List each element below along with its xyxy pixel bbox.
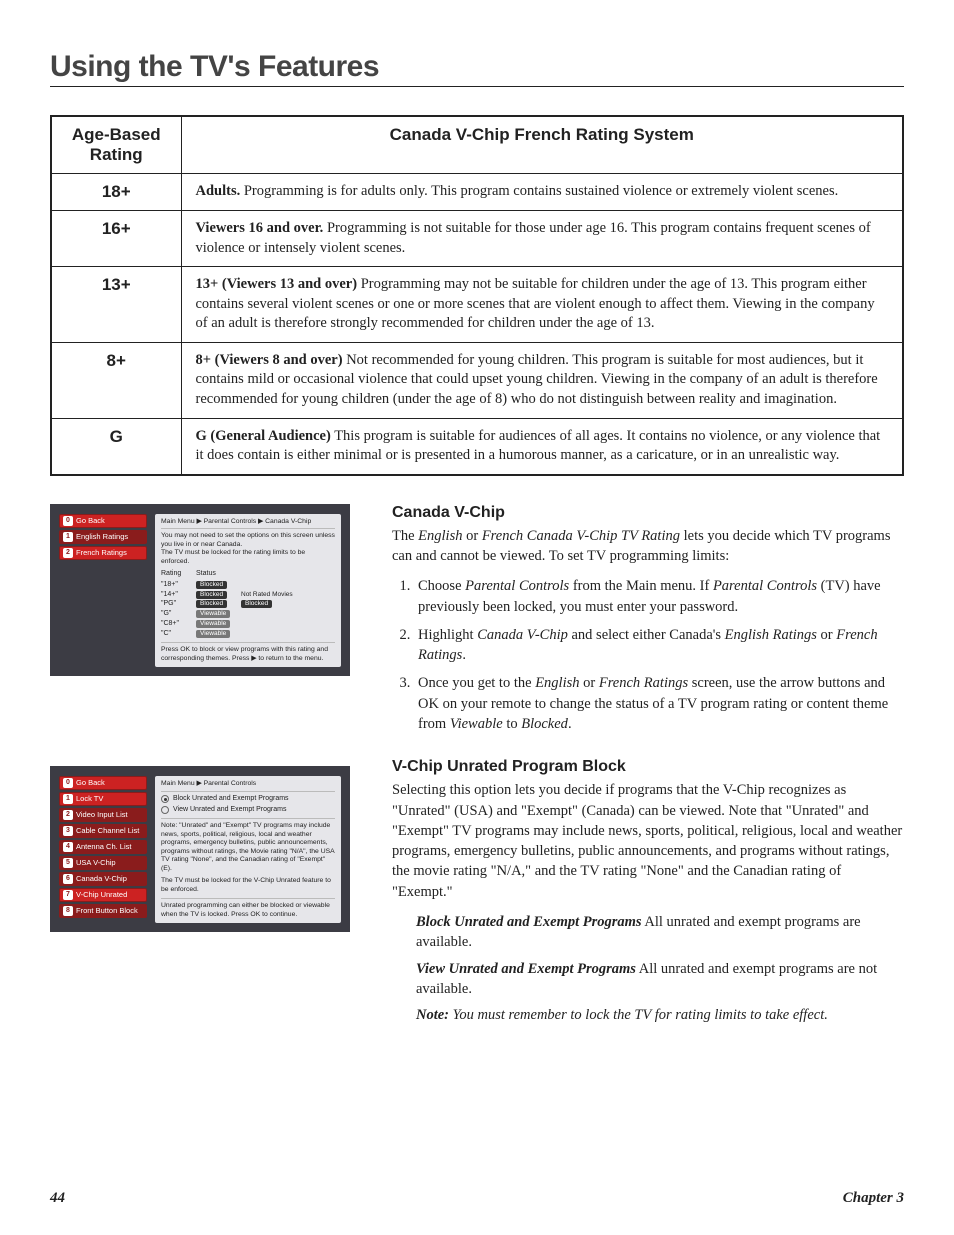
menu-screenshot-canada-vchip: 0Go Back 1English Ratings 2French Rating… [50, 504, 350, 677]
menu-canada-vchip: 6Canada V-Chip [59, 872, 147, 886]
body-paragraph: The English or French Canada V-Chip TV R… [392, 526, 904, 567]
desc-cell: Viewers 16 and over. Programming is not … [181, 211, 903, 267]
menu-lock-tv: 1Lock TV [59, 792, 147, 806]
list-item: Choose Parental Controls from the Main m… [414, 576, 904, 617]
menu-note: Note: "Unrated" and "Exempt" TV programs… [161, 818, 335, 873]
body-paragraph: Selecting this option lets you decide if… [392, 780, 904, 902]
desc-cell: Adults. Programming is for adults only. … [181, 174, 903, 211]
menu-go-back: 0Go Back [59, 514, 147, 528]
age-cell: 18+ [51, 174, 181, 211]
breadcrumb: Main Menu ▶ Parental Controls ▶ Canada V… [161, 518, 335, 529]
right-column: Canada V-Chip The English or French Cana… [392, 504, 904, 1026]
note-text: Note: You must remember to lock the TV f… [416, 1005, 904, 1025]
option-block: Block Unrated and Exempt Programs All un… [416, 912, 904, 953]
menu-sidebar: 0Go Back 1English Ratings 2French Rating… [59, 514, 147, 668]
radio-block: Block Unrated and Exempt Programs [161, 795, 335, 804]
menu-english-ratings: 1English Ratings [59, 530, 147, 544]
age-cell: 13+ [51, 267, 181, 343]
header-desc: Canada V-Chip French Rating System [181, 116, 903, 174]
page-title: Using the TV's Features [50, 50, 904, 87]
left-column: 0Go Back 1English Ratings 2French Rating… [50, 504, 370, 1026]
menu-video-input-list: 2Video Input List [59, 808, 147, 822]
menu-usa-vchip: 5USA V-Chip [59, 856, 147, 870]
menu-go-back: 0Go Back [59, 776, 147, 790]
chapter-label: Chapter 3 [843, 1190, 904, 1207]
desc-cell: 8+ (Viewers 8 and over) Not recommended … [181, 342, 903, 418]
radio-icon [161, 806, 169, 814]
table-row: 18+ Adults. Programming is for adults on… [51, 174, 903, 211]
menu-screenshot-parental-controls: 0Go Back 1Lock TV 2Video Input List 3Cab… [50, 766, 350, 932]
steps-list: Choose Parental Controls from the Main m… [414, 576, 904, 734]
table-row: 16+ Viewers 16 and over. Programming is … [51, 211, 903, 267]
option-view: View Unrated and Exempt Programs All unr… [416, 959, 904, 1000]
table-row: 8+ 8+ (Viewers 8 and over) Not recommend… [51, 342, 903, 418]
age-cell: 8+ [51, 342, 181, 418]
table-row: 13+ 13+ (Viewers 13 and over) Programmin… [51, 267, 903, 343]
menu-vchip-unrated: 7V-Chip Unrated [59, 888, 147, 902]
hint-text: You may not need to set the options on t… [161, 532, 335, 566]
rating-table: Age-Based Rating Canada V-Chip French Ra… [50, 115, 904, 476]
age-cell: 16+ [51, 211, 181, 267]
menu-content: Main Menu ▶ Parental Controls ▶ Canada V… [155, 514, 341, 668]
list-item: Once you get to the English or French Ra… [414, 673, 904, 734]
breadcrumb: Main Menu ▶ Parental Controls [161, 780, 335, 791]
status-table: RatingStatus "18+"Blocked "14+"BlockedNo… [161, 570, 335, 638]
menu-sidebar: 0Go Back 1Lock TV 2Video Input List 3Cab… [59, 776, 147, 923]
section-heading-canada-vchip: Canada V-Chip [392, 504, 904, 522]
menu-footer: Unrated programming can either be blocke… [161, 898, 335, 919]
menu-antenna-ch-list: 4Antenna Ch. List [59, 840, 147, 854]
radio-view: View Unrated and Exempt Programs [161, 806, 335, 815]
menu-content: Main Menu ▶ Parental Controls Block Unra… [155, 776, 341, 923]
menu-footer: Press OK to block or view programs with … [161, 642, 335, 663]
radio-icon [161, 795, 169, 803]
menu-front-button-block: 8Front Button Block [59, 904, 147, 918]
menu-cable-channel-list: 3Cable Channel List [59, 824, 147, 838]
menu-french-ratings: 2French Ratings [59, 546, 147, 560]
list-item: Highlight Canada V-Chip and select eithe… [414, 625, 904, 666]
header-age: Age-Based Rating [51, 116, 181, 174]
page-number: 44 [50, 1190, 65, 1207]
age-cell: G [51, 418, 181, 475]
table-row: G G (General Audience) This program is s… [51, 418, 903, 475]
section-heading-vchip-unrated: V-Chip Unrated Program Block [392, 758, 904, 776]
desc-cell: 13+ (Viewers 13 and over) Programming ma… [181, 267, 903, 343]
page-footer: 44 Chapter 3 [50, 1190, 904, 1207]
menu-note: The TV must be locked for the V-Chip Unr… [161, 877, 335, 894]
desc-cell: G (General Audience) This program is sui… [181, 418, 903, 475]
